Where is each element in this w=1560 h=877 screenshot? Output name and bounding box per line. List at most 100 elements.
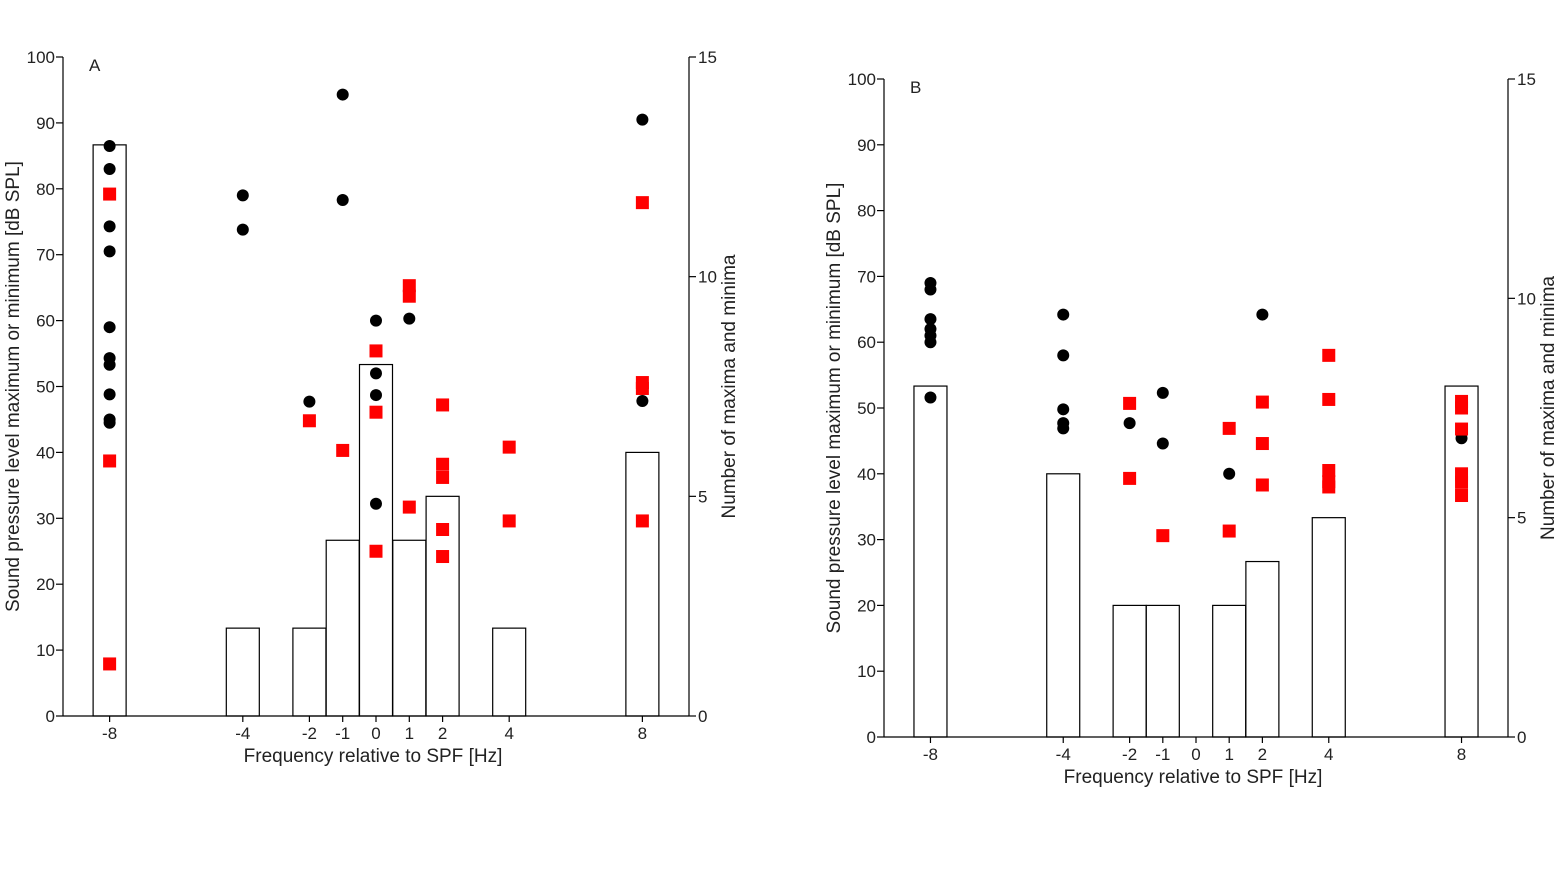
panel-a-bar-1 [392, 539, 427, 717]
panel-a-maximum-point [370, 367, 382, 380]
panel-b-bar-8 [1444, 385, 1479, 738]
panel-b-x-tick-label: 0 [1191, 745, 1200, 764]
panel-b-minimum-point [1123, 396, 1137, 410]
panel-b-y-tick-label-left: 70 [857, 267, 876, 286]
panel-b-minimum-point [1255, 478, 1269, 492]
panel-a-minimum-point [635, 196, 649, 210]
panel-a-minimum-point [436, 398, 450, 412]
panel-a-y-axis-label-left: Sound pressure level maximum or minimum … [3, 161, 24, 612]
panel-a-minimum-point [103, 187, 117, 201]
panel-b-y-tick-label-left: 80 [857, 202, 876, 221]
panel-a-x-tick-label: 8 [638, 724, 647, 743]
panel-b-minimum-point [1156, 529, 1170, 543]
panel-a-y-tick-label-left: 10 [36, 641, 55, 660]
panel-a-bar--4 [225, 627, 260, 717]
panel-b-y-tick-label-left: 100 [848, 70, 876, 89]
panel-a-maximum-point [103, 139, 116, 152]
panel-a-x-tick-label: 0 [371, 724, 380, 743]
panel-b-maximum-point [1057, 403, 1070, 416]
panel-a-y-tick-label-left: 70 [36, 246, 55, 265]
panel-b-x-tick-label: -4 [1056, 745, 1071, 764]
panel-a-y-axis-label-right: Number of maxima and minima [719, 254, 740, 518]
panel-b-bar--4 [1046, 473, 1081, 738]
panel-a-y-tick-label-left: 40 [36, 443, 55, 462]
panel-a-x-tick-label: 1 [405, 724, 414, 743]
panel-b-bar-1 [1212, 604, 1247, 738]
panel-a-maximum-point [103, 388, 116, 401]
panel-a-x-tick-label: 2 [438, 724, 447, 743]
panel-b-y-tick-label-right: 5 [1517, 509, 1526, 528]
panel-a-minimum-point [336, 443, 350, 457]
panel-b-maximum-point [1156, 437, 1169, 450]
panel-a-minimum-point [402, 289, 416, 303]
panel-a-bar-0 [358, 363, 394, 717]
panel-a-maximum-point [370, 389, 382, 402]
panel-a-maximum-point [636, 113, 649, 126]
panel-b-bar-4 [1311, 517, 1346, 738]
panel-b-minimum-point [1455, 401, 1469, 415]
panel-b-x-tick-label: 2 [1258, 745, 1267, 764]
panel-a-x-tick-label: -2 [302, 724, 317, 743]
panel-a-panel-label: A [89, 56, 101, 75]
panel-a-maximum-point [236, 189, 249, 202]
panel-a-x-tick-label: -8 [102, 724, 117, 743]
panel-a-minimum-point [369, 544, 383, 558]
panel-b-minimum-point [1455, 475, 1469, 489]
panel-a-minimum-point [436, 470, 450, 484]
panel-b-x-tick-label: -1 [1155, 745, 1170, 764]
panel-a-bar-8 [625, 451, 660, 717]
panel-a-maximum-point [103, 163, 116, 176]
panel-a-minimum-point [635, 514, 649, 528]
panel-b-y-tick-label-left: 50 [857, 399, 876, 418]
panel-a-maximum-point [370, 314, 382, 327]
panel-b-maximum-point [1123, 417, 1136, 430]
panel-a-minimum-point [369, 405, 383, 419]
panel-a-maximum-point [403, 312, 416, 325]
panel-b-maximum-point [1057, 422, 1070, 435]
panel-b-x-tick-label: 1 [1224, 745, 1233, 764]
panel-b-panel-label: B [910, 78, 921, 97]
panel-a-minimum-point [436, 550, 450, 564]
panel-a-y-tick-label-right: 0 [698, 707, 707, 726]
panel-a-y-tick-label-left: 0 [46, 707, 55, 726]
panel-a-y-tick-label-left: 100 [27, 48, 55, 67]
panel-a-maximum-point [336, 194, 349, 207]
panel-b-minimum-point [1322, 348, 1336, 362]
panel-b-y-tick-label-left: 40 [857, 465, 876, 484]
panel-b-maximum-point [1057, 349, 1070, 362]
panel-b-y-tick-label-left: 90 [857, 136, 876, 155]
panel-b-y-tick-label-right: 0 [1517, 728, 1526, 747]
panel-b-chart: 0 10 20 30 40 50 60 70 80 90 100 0 5 10 15 -8 -4 -2 -1 0 1 2 4… [824, 70, 1559, 788]
panel-b-maximum-point [1057, 308, 1070, 321]
panel-a-minimum-point [103, 454, 117, 468]
panel-a-minimum-point [502, 440, 516, 454]
panel-b-bar--8 [913, 385, 948, 738]
panel-b-minimum-point [1222, 421, 1236, 435]
panel-a-y-tick-label-right: 5 [698, 487, 707, 506]
panel-b-minimum-point [1322, 464, 1336, 478]
panel-a-minimum-point [635, 381, 649, 395]
panel-b-y-tick-label-left: 20 [857, 596, 876, 615]
panel-b-maximum-point [924, 283, 937, 296]
panel-a-maximum-point [303, 395, 316, 408]
panel-b-x-tick-label: -2 [1122, 745, 1137, 764]
panel-a-maximum-point [103, 245, 116, 258]
panel-a-x-tick-label: -4 [235, 724, 250, 743]
panel-b-y-tick-label-left: 0 [867, 728, 876, 747]
panel-a-y-tick-label-left: 50 [36, 378, 55, 397]
panel-a-bar--8 [92, 144, 127, 717]
panel-a-bar-4 [492, 627, 527, 717]
panel-a-y-tick-label-left: 60 [36, 312, 55, 331]
panel-b-minimum-point [1222, 524, 1236, 538]
panel-a-bar--1 [325, 539, 360, 717]
panel-b-minimum-point [1322, 392, 1336, 406]
panel-a-bar--2 [292, 627, 327, 717]
panel-b-maximum-point [924, 336, 937, 349]
panel-b-y-tick-label-left: 60 [857, 333, 876, 352]
panel-b-maximum-point [1156, 386, 1169, 399]
panel-b-minimum-point [1255, 395, 1269, 409]
panel-a-maximum-point [103, 220, 116, 233]
panel-a-minimum-point [103, 657, 117, 671]
panel-a-maximum-point [636, 394, 649, 407]
